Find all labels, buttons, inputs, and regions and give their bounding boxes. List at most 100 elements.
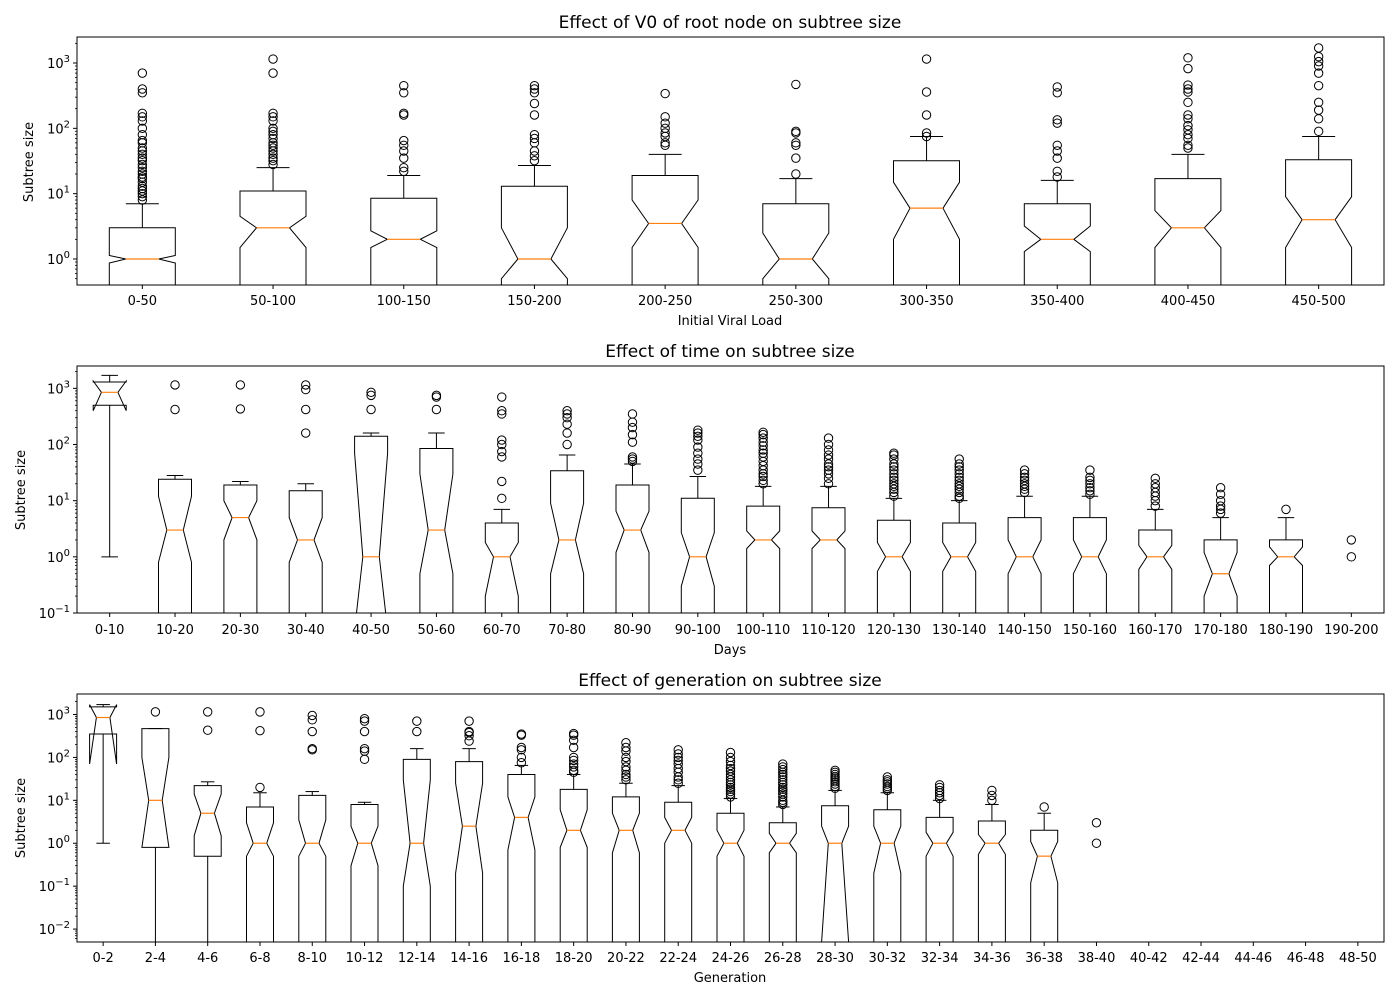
y-tick-label: 101	[47, 185, 70, 203]
flier-point	[137, 116, 148, 126]
flier-point	[1183, 140, 1193, 150]
flier-point	[268, 143, 278, 153]
box-body	[1138, 529, 1173, 613]
x-tick-label: 34-36	[973, 951, 1011, 966]
flier-point	[673, 752, 683, 763]
flier-point	[778, 799, 788, 810]
flier-point	[301, 428, 311, 438]
flier-point	[758, 452, 768, 462]
flier-point	[137, 143, 148, 153]
box-body	[550, 470, 585, 613]
x-tick-label: 120-130	[867, 623, 921, 638]
flier-point	[399, 80, 409, 91]
flier-point	[431, 404, 442, 415]
flier-point	[954, 462, 964, 472]
flier-point	[562, 413, 572, 423]
flier-point	[399, 88, 409, 98]
flier-point	[660, 138, 670, 148]
flier-point	[1183, 80, 1193, 90]
flier-point	[1052, 146, 1062, 156]
x-tick-label: 6-8	[249, 951, 270, 966]
flier-point	[568, 765, 579, 776]
flier-point	[725, 747, 736, 758]
flier-point	[137, 181, 148, 191]
flier-point	[660, 88, 670, 99]
flier-point	[529, 151, 540, 161]
flier-point	[673, 749, 683, 759]
flier-point	[1183, 53, 1193, 63]
flier-point	[823, 450, 834, 460]
flier-point	[307, 743, 317, 754]
flier-point	[307, 710, 317, 721]
x-tick-label: 70-80	[548, 623, 586, 638]
flier-point	[660, 123, 670, 134]
box-body	[1269, 539, 1303, 613]
box-body	[354, 435, 389, 613]
flier-point	[399, 108, 409, 118]
flier-point	[987, 790, 997, 801]
box-body	[680, 497, 715, 613]
flier-point	[359, 726, 370, 737]
y-tick-label: 10−2	[39, 920, 70, 938]
flier-point	[758, 441, 768, 451]
flier-point	[137, 172, 148, 182]
flier-point	[268, 155, 278, 166]
boxes-group	[92, 374, 1357, 613]
flier-point	[1313, 51, 1324, 62]
flier-point	[1215, 501, 1226, 511]
flier-point	[823, 469, 834, 479]
flier-point	[497, 493, 507, 504]
box-body	[1007, 517, 1042, 613]
flier-point	[921, 128, 932, 138]
box-body	[419, 448, 454, 613]
box-body	[1072, 517, 1107, 613]
flier-point	[359, 746, 370, 756]
flier-point	[627, 417, 638, 427]
flier-point	[137, 135, 148, 146]
flier-point	[1313, 61, 1324, 71]
flier-point	[725, 792, 736, 802]
flier-point	[1215, 483, 1226, 493]
flier-point	[268, 68, 278, 78]
flier-point	[568, 742, 579, 753]
y-axis-label: Subtree size	[14, 778, 29, 858]
box-body	[193, 785, 222, 857]
flier-point	[137, 162, 148, 173]
flier-point	[1052, 140, 1062, 150]
flier-point	[497, 392, 507, 402]
x-tick-label: 42-44	[1182, 951, 1220, 966]
x-tick-label: 130-140	[932, 623, 986, 638]
y-tick-label: 103	[47, 54, 70, 72]
flier-point	[921, 131, 932, 142]
y-tick-label: 101	[47, 492, 70, 510]
flier-point	[791, 169, 801, 179]
chart-panel-generation: Effect of generation on subtree size Gen…	[14, 671, 1385, 986]
box-body	[246, 806, 274, 942]
flier-point	[1313, 97, 1324, 108]
y-tick-label: 10−1	[39, 877, 70, 895]
plot-area: 0-10 10-20 20-30 30-40 40-50 50-60 60-70 70-80 8…	[39, 365, 1385, 638]
flier-point	[464, 726, 474, 737]
x-tick-label: 50-100	[250, 294, 296, 309]
flier-point	[516, 745, 527, 755]
x-tick-label: 14-16	[450, 951, 488, 966]
x-tick-label: 300-350	[899, 294, 953, 309]
box-body	[876, 519, 911, 613]
flier-point	[693, 465, 703, 475]
flier-point	[627, 422, 638, 433]
flier-point	[1085, 475, 1095, 486]
flier-point	[627, 456, 638, 467]
flier-point	[823, 462, 834, 472]
flier-point	[1019, 472, 1030, 483]
flier-point	[268, 149, 278, 160]
flier-point	[778, 772, 788, 782]
box-body	[664, 801, 693, 942]
x-tick-label: 40-42	[1130, 951, 1168, 966]
flier-point	[1052, 153, 1062, 163]
flier-point	[307, 715, 317, 725]
flier-point	[1052, 82, 1062, 92]
x-tick-label: 170-180	[1193, 623, 1247, 638]
flier-point	[464, 731, 474, 741]
flier-point	[137, 112, 148, 122]
flier-point	[137, 195, 148, 205]
